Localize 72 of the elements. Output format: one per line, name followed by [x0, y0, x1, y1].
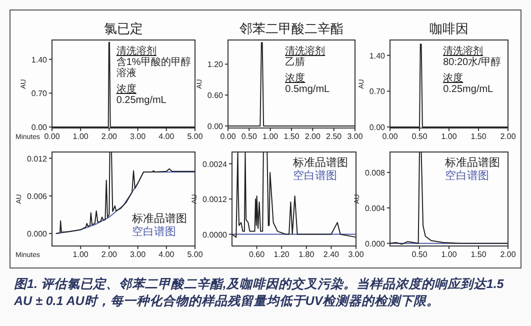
y-tick-label: 1.40: [369, 51, 386, 60]
y-tick-label: 0.00: [207, 122, 224, 131]
x-tick-label: 0.00: [44, 132, 60, 141]
x-tick-label: 1.20: [274, 250, 290, 259]
x-tick-label: 1.00: [72, 132, 89, 141]
annotation: 清洗溶剂: [116, 45, 156, 57]
x-tick-label: 1.50: [470, 250, 487, 259]
annotation: 浓度: [116, 83, 136, 95]
y-tick-label: 0.004: [364, 204, 386, 213]
y-tick-label: 0.0024: [202, 160, 228, 169]
y-tick-label: 0.006: [26, 192, 48, 201]
y-tick-label: 1.20: [207, 60, 224, 70]
y-tick-label: 0.00: [369, 122, 386, 132]
text: 标准品谱图: [444, 156, 500, 169]
annotation: 含1%甲酸的甲醇溶液: [116, 56, 191, 79]
y-tick-label: 0.000: [364, 239, 386, 248]
y-tick-label: 0.00: [31, 123, 48, 132]
x-tick-label: 3.00: [130, 132, 146, 141]
x-tick-label: 0.00: [220, 132, 236, 141]
x-tick-label: 0.60: [249, 250, 266, 259]
x-tick-label: 1.00: [72, 250, 89, 259]
x-tick-label: 3.00: [130, 250, 146, 259]
y-tick-label: 0.60: [207, 91, 224, 100]
x-tick-label: 4.00: [158, 132, 175, 141]
text: 空白谱图: [293, 169, 337, 182]
text: 空白谱图: [445, 169, 489, 182]
annotation: 浓度: [443, 72, 464, 84]
annotation: 80:20水/甲醇: [443, 56, 501, 68]
chart-title: 氯已定: [104, 21, 143, 36]
caption: 图1. 评估氯已定、邻苯二甲酸二辛酯,及咖啡因的交叉污染。当样品浓度的响应到达1.5 AU ± 0.1 AU时，每一种化合物的样品残留量均低于UV检测器的检测下限。: [13, 277, 505, 308]
x-tick-label: 0.50: [241, 132, 258, 141]
x-tick-label: 4.00: [158, 250, 175, 259]
y-tick-label: 0.0012: [202, 195, 228, 204]
x-tick-label: 2.00: [304, 132, 321, 141]
x-tick-label: 5.00: [187, 132, 204, 141]
y-tick-label: 0.008: [364, 168, 386, 178]
x-tick-label: 2.40: [323, 250, 340, 259]
annotation: 乙腈: [285, 56, 306, 68]
x-tick-label: 3.00: [347, 132, 364, 141]
x-tick-label: 1.00: [262, 132, 279, 141]
annotation: 清洗溶剂: [285, 45, 326, 57]
y-tick-label: 0.012: [26, 154, 48, 164]
x-tick-label: 2.00: [101, 132, 118, 141]
x-tick-label: 3.00: [348, 250, 364, 259]
x-tick-label: 1.00: [441, 250, 458, 259]
annotation: 0.25mg/mL: [116, 95, 167, 106]
y-tick-label: 1.40: [31, 55, 48, 64]
annotation: 浓度: [285, 72, 306, 84]
annotation: 清洗溶剂: [443, 45, 484, 57]
x-tick-label: 1.50: [470, 132, 487, 141]
x-tick-label: 0.50: [412, 132, 428, 141]
x-tick-label: 0.50: [412, 250, 428, 259]
series-label: 标准品谱图: [131, 212, 187, 225]
annotation: 0.5mg/mL: [285, 84, 330, 95]
y-tick-label: 0.000: [26, 229, 48, 238]
x-tick-label: 0.00: [382, 132, 398, 141]
x-tick-label: 2.00: [101, 250, 118, 259]
x-tick-label: 2.00: [500, 132, 516, 141]
y-tick-label: 0.70: [369, 87, 386, 96]
y-tick-label: 0.70: [31, 89, 48, 98]
annotation: 0.25mg/mL: [443, 84, 494, 95]
x-tick-label: 1.50: [284, 132, 300, 141]
chart-title: 咖啡因: [430, 21, 468, 36]
series-label: 空白谱图: [132, 225, 176, 238]
x-tick-label: 2.50: [326, 132, 342, 141]
text: 标准品谱图: [292, 156, 348, 169]
x-tick-label: 1.80: [298, 250, 315, 259]
x-tick-label: 5.00: [187, 250, 204, 259]
chart-title: 邻苯二甲酸二辛酯: [240, 21, 344, 36]
x-tick-label: 1.00: [441, 132, 458, 141]
y-tick-label: 0.0000: [202, 230, 228, 240]
x-tick-label: 2.00: [500, 250, 516, 259]
